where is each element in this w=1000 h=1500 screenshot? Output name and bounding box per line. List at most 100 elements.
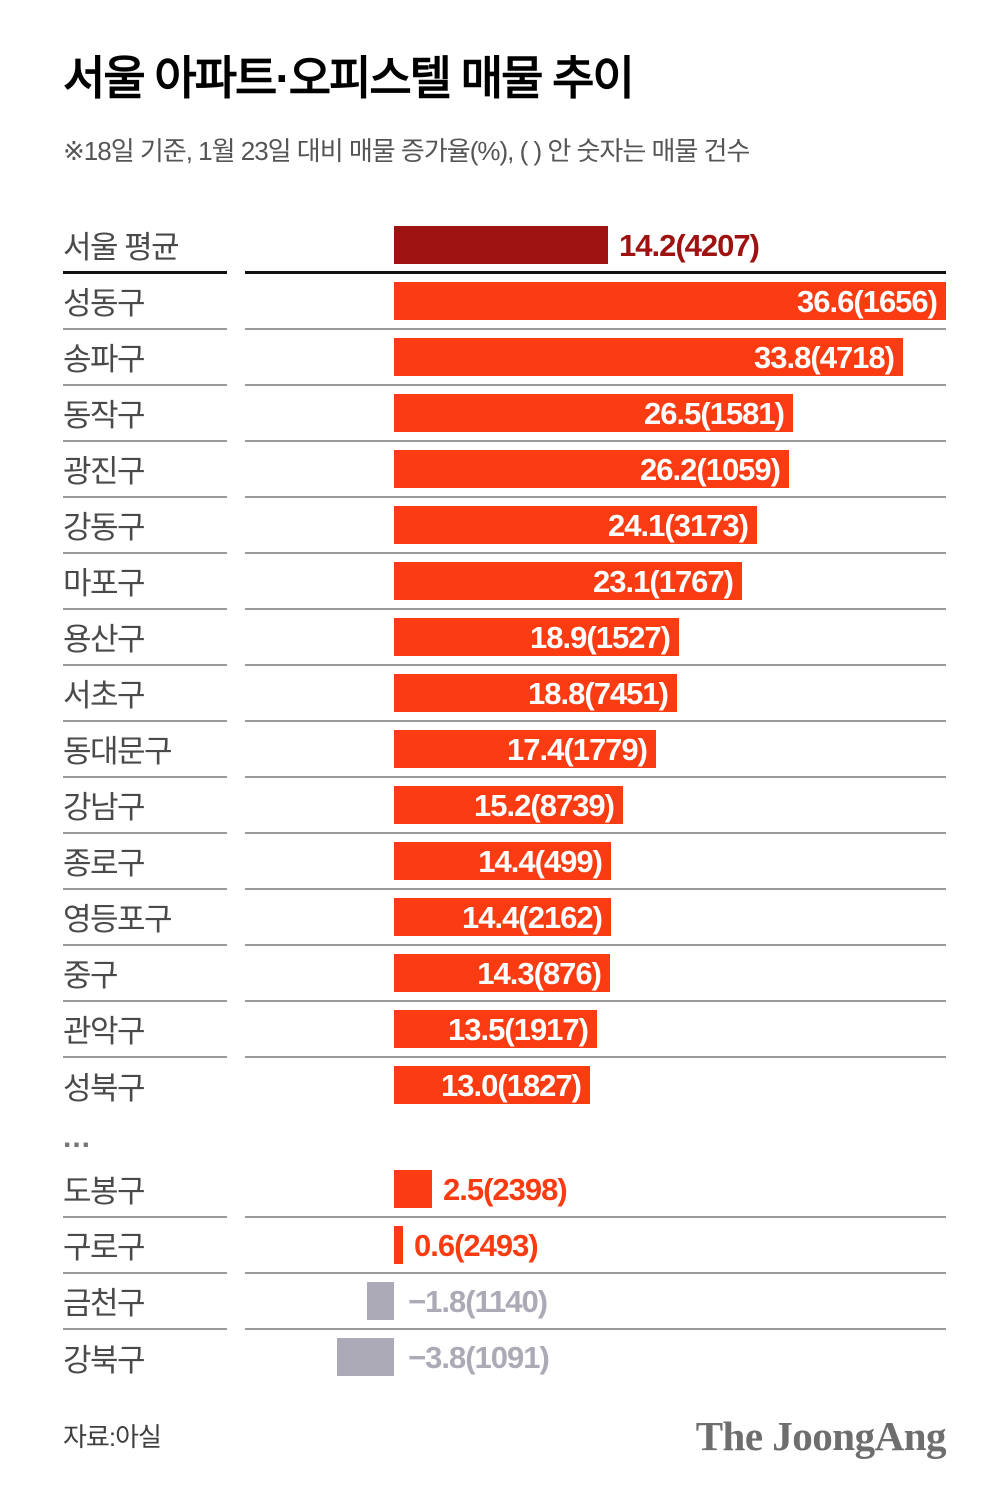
bar: 15.2(8739) bbox=[394, 785, 623, 824]
value-label: 36.6(1656) bbox=[797, 283, 938, 319]
row-bar-area: 18.8(7451) bbox=[245, 666, 946, 722]
row-label: 마포구 bbox=[63, 554, 227, 610]
row-bar-area: 13.5(1917) bbox=[245, 1002, 946, 1058]
chart-row: 서울 평균 14.2(4207) bbox=[63, 218, 946, 274]
chart-row: 관악구 13.5(1917) bbox=[63, 1002, 946, 1058]
value-label: 14.4(2162) bbox=[462, 899, 603, 935]
bar bbox=[394, 1225, 403, 1264]
chart-row: 도봉구 2.5(2398) bbox=[63, 1162, 946, 1218]
row-bar-area: 26.2(1059) bbox=[245, 442, 946, 498]
bar: 18.9(1527) bbox=[394, 617, 679, 656]
value-label: 15.2(8739) bbox=[474, 787, 615, 823]
bar bbox=[394, 1169, 432, 1208]
value-label: 18.8(7451) bbox=[528, 675, 669, 711]
bar-chart: 서울 평균 14.2(4207) 성동구 36.6(1656) 송파구 33.8(4718… bbox=[63, 218, 946, 1386]
bar: 14.4(499) bbox=[394, 841, 611, 880]
bar bbox=[367, 1281, 394, 1320]
row-bar-area: 14.4(2162) bbox=[245, 890, 946, 946]
row-bar-area: 18.9(1527) bbox=[245, 610, 946, 666]
row-label: 영등포구 bbox=[63, 890, 227, 946]
row-bar-area: 14.4(499) bbox=[245, 834, 946, 890]
row-label: 서초구 bbox=[63, 666, 227, 722]
bar: 26.5(1581) bbox=[394, 393, 793, 432]
value-label: 26.5(1581) bbox=[644, 395, 785, 431]
chart-row: 강남구 15.2(8739) bbox=[63, 778, 946, 834]
chart-row: 동작구 26.5(1581) bbox=[63, 386, 946, 442]
row-bar-area: 26.5(1581) bbox=[245, 386, 946, 442]
value-label: 0.6(2493) bbox=[414, 1227, 539, 1263]
row-label: 성동구 bbox=[63, 274, 227, 330]
row-bar-area: 24.1(3173) bbox=[245, 498, 946, 554]
value-label: 14.3(876) bbox=[477, 955, 602, 991]
row-label: 송파구 bbox=[63, 330, 227, 386]
row-label: 광진구 bbox=[63, 442, 227, 498]
bar: 36.6(1656) bbox=[394, 281, 946, 320]
value-label: 17.4(1779) bbox=[507, 731, 648, 767]
row-label: 강북구 bbox=[63, 1343, 146, 1379]
value-label: −3.8(1091) bbox=[408, 1339, 550, 1375]
bar: 13.0(1827) bbox=[394, 1065, 590, 1104]
value-label: 13.0(1827) bbox=[441, 1067, 582, 1103]
bar: 14.3(876) bbox=[394, 953, 610, 992]
chart-row: 광진구 26.2(1059) bbox=[63, 442, 946, 498]
value-label: 33.8(4718) bbox=[754, 339, 895, 375]
bar: 26.2(1059) bbox=[394, 449, 789, 488]
chart-row: 강동구 24.1(3173) bbox=[63, 498, 946, 554]
row-label: 동작구 bbox=[63, 386, 227, 442]
bar: 17.4(1779) bbox=[394, 729, 656, 768]
row-label: 서울 평균 bbox=[63, 218, 227, 274]
row-label: 강남구 bbox=[63, 778, 227, 834]
bar: 33.8(4718) bbox=[394, 337, 903, 376]
bar: 18.8(7451) bbox=[394, 673, 677, 712]
row-label: 중구 bbox=[63, 946, 227, 1002]
bar bbox=[337, 1337, 394, 1376]
chart-row: 금천구 −1.8(1140) bbox=[63, 1274, 946, 1330]
chart-row: 영등포구 14.4(2162) bbox=[63, 890, 946, 946]
row-bar-area: −1.8(1140) bbox=[245, 1274, 946, 1330]
row-label: 도봉구 bbox=[63, 1162, 227, 1218]
chart-row: 성북구 13.0(1827) bbox=[63, 1058, 946, 1114]
row-label: 강동구 bbox=[63, 498, 227, 554]
row-bar-area: 0.6(2493) bbox=[245, 1218, 946, 1274]
joongang-logo: The JoongAng bbox=[695, 1412, 947, 1459]
bar bbox=[394, 225, 608, 264]
row-bar-area: 13.0(1827) bbox=[245, 1058, 946, 1114]
row-label: 용산구 bbox=[63, 610, 227, 666]
ellipsis-label: ... bbox=[63, 1120, 92, 1154]
row-bar-area: 17.4(1779) bbox=[245, 722, 946, 778]
row-bar-area: −3.8(1091) bbox=[245, 1330, 946, 1386]
bar: 13.5(1917) bbox=[394, 1009, 597, 1048]
value-label: 18.9(1527) bbox=[530, 619, 671, 655]
row-label: 관악구 bbox=[63, 1002, 227, 1058]
chart-title: 서울 아파트·오피스텔 매물 추이 bbox=[63, 52, 635, 104]
source-credit: 자료:아실 bbox=[63, 1422, 162, 1453]
row-bar-area: 33.8(4718) bbox=[245, 330, 946, 386]
page: 서울 아파트·오피스텔 매물 추이 ※18일 기준, 1월 23일 대비 매물 … bbox=[63, 52, 947, 1459]
chart-row: 중구 14.3(876) bbox=[63, 946, 946, 1002]
value-label: 24.1(3173) bbox=[608, 507, 749, 543]
bar: 24.1(3173) bbox=[394, 505, 757, 544]
row-bar-area: 36.6(1656) bbox=[245, 274, 946, 330]
row-label: 성북구 bbox=[63, 1071, 146, 1107]
bar: 23.1(1767) bbox=[394, 561, 742, 600]
chart-row: 종로구 14.4(499) bbox=[63, 834, 946, 890]
row-bar-area: 14.3(876) bbox=[245, 946, 946, 1002]
chart-subtitle: ※18일 기준, 1월 23일 대비 매물 증가율(%), ( ) 안 숫자는 … bbox=[63, 135, 750, 166]
value-label: 26.2(1059) bbox=[640, 451, 781, 487]
row-bar-area: 15.2(8739) bbox=[245, 778, 946, 834]
value-label: 23.1(1767) bbox=[593, 563, 734, 599]
chart-row: 송파구 33.8(4718) bbox=[63, 330, 946, 386]
chart-row: 서초구 18.8(7451) bbox=[63, 666, 946, 722]
row-bar-area bbox=[245, 1114, 946, 1162]
row-label: 금천구 bbox=[63, 1274, 227, 1330]
row-label: 구로구 bbox=[63, 1218, 227, 1274]
chart-row: 용산구 18.9(1527) bbox=[63, 610, 946, 666]
chart-row: 동대문구 17.4(1779) bbox=[63, 722, 946, 778]
row-bar-area: 2.5(2398) bbox=[245, 1162, 946, 1218]
row-label: 동대문구 bbox=[63, 722, 227, 778]
bar: 14.4(2162) bbox=[394, 897, 611, 936]
value-label: −1.8(1140) bbox=[408, 1283, 548, 1319]
row-bar-area: 23.1(1767) bbox=[245, 554, 946, 610]
value-label: 14.2(4207) bbox=[619, 227, 760, 263]
value-label: 2.5(2398) bbox=[443, 1171, 568, 1207]
